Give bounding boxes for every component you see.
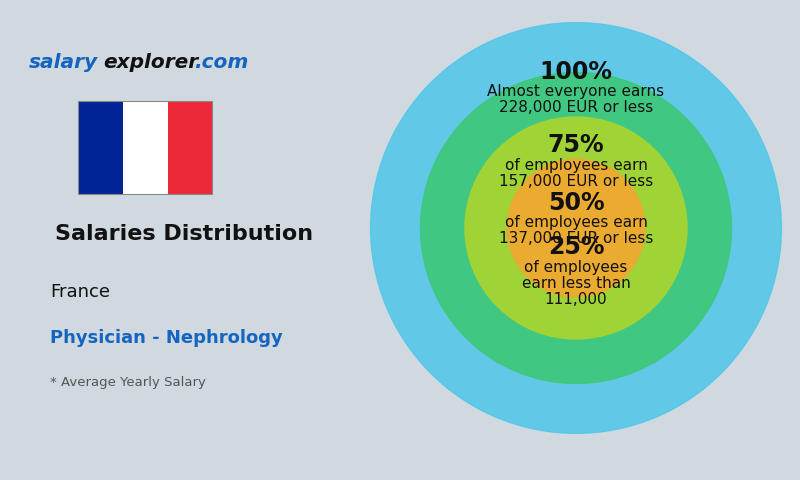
Text: .com: .com — [194, 53, 249, 72]
Text: 228,000 EUR or less: 228,000 EUR or less — [499, 100, 653, 115]
Text: Physician - Nephrology: Physician - Nephrology — [50, 329, 283, 348]
Text: 75%: 75% — [548, 133, 604, 157]
Text: of employees earn: of employees earn — [505, 216, 647, 230]
Text: 50%: 50% — [548, 191, 604, 215]
Text: 137,000 EUR or less: 137,000 EUR or less — [499, 231, 653, 246]
Text: 111,000: 111,000 — [545, 292, 607, 307]
Text: Salaries Distribution: Salaries Distribution — [55, 224, 313, 244]
FancyBboxPatch shape — [167, 101, 212, 194]
Circle shape — [370, 23, 782, 433]
Circle shape — [507, 159, 645, 297]
Text: 157,000 EUR or less: 157,000 EUR or less — [499, 174, 653, 189]
Text: 25%: 25% — [548, 235, 604, 259]
Text: earn less than: earn less than — [522, 276, 630, 291]
Text: explorer: explorer — [103, 53, 198, 72]
Text: salary: salary — [29, 53, 98, 72]
Text: of employees earn: of employees earn — [505, 157, 647, 173]
Text: of employees: of employees — [524, 260, 628, 275]
FancyBboxPatch shape — [78, 101, 123, 194]
Circle shape — [465, 117, 687, 339]
Circle shape — [421, 72, 731, 384]
Text: France: France — [50, 283, 110, 301]
Text: 100%: 100% — [539, 60, 613, 84]
Text: * Average Yearly Salary: * Average Yearly Salary — [50, 376, 206, 389]
Text: Almost everyone earns: Almost everyone earns — [487, 84, 665, 99]
FancyBboxPatch shape — [123, 101, 167, 194]
